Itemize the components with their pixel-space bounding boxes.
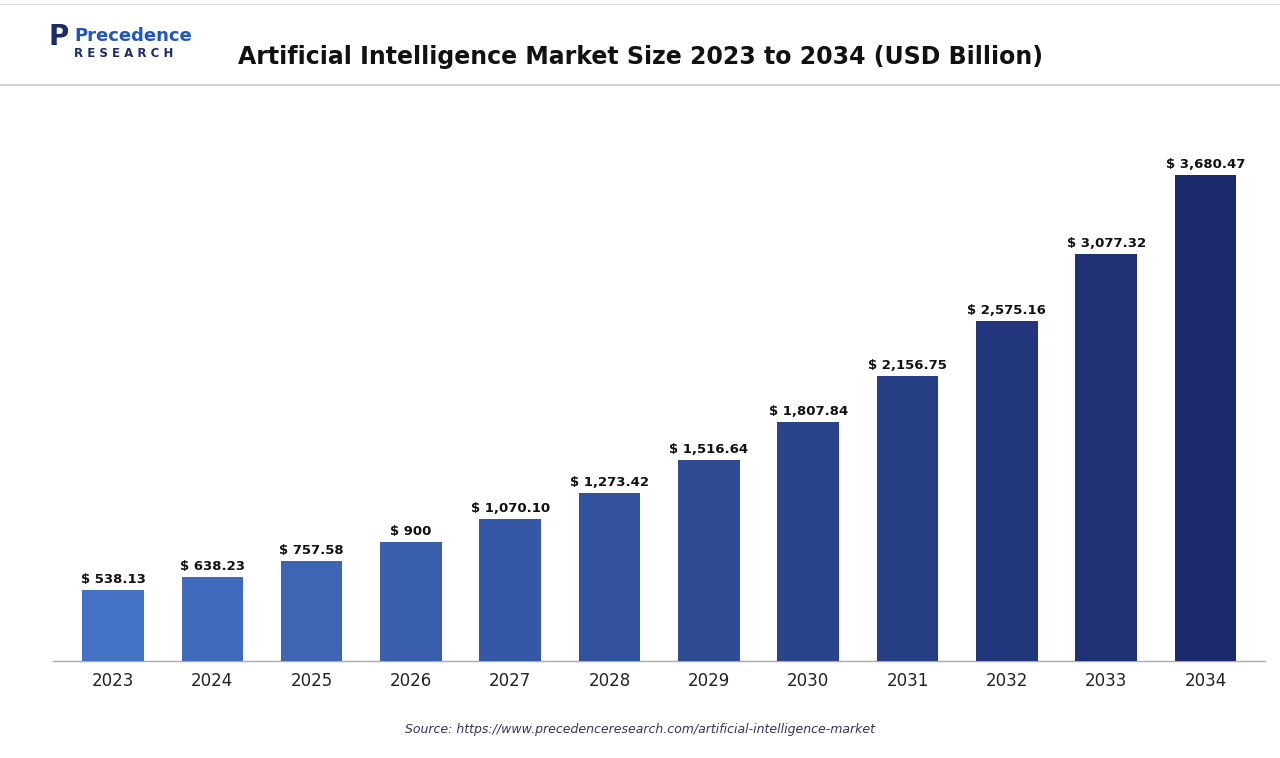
- Bar: [380, 542, 442, 661]
- Text: $ 2,156.75: $ 2,156.75: [868, 359, 947, 372]
- Bar: [1075, 254, 1137, 661]
- Text: $ 757.58: $ 757.58: [279, 543, 344, 557]
- Text: Artificial Intelligence Market Size 2023 to 2034 (USD Billion): Artificial Intelligence Market Size 2023…: [238, 45, 1042, 69]
- Bar: [777, 422, 838, 661]
- Bar: [678, 460, 740, 661]
- Text: $ 1,516.64: $ 1,516.64: [669, 443, 749, 456]
- Bar: [82, 590, 143, 661]
- Text: Source: https://www.precedenceresearch.com/artificial-intelligence-market: Source: https://www.precedenceresearch.c…: [404, 722, 876, 736]
- Text: $ 900: $ 900: [390, 525, 431, 538]
- Bar: [480, 519, 541, 661]
- Bar: [977, 321, 1038, 661]
- Text: $ 1,807.84: $ 1,807.84: [768, 405, 847, 418]
- Bar: [877, 376, 938, 661]
- Text: $ 3,077.32: $ 3,077.32: [1066, 237, 1146, 250]
- Text: $ 3,680.47: $ 3,680.47: [1166, 158, 1245, 171]
- Text: $ 1,070.10: $ 1,070.10: [471, 503, 550, 515]
- Text: $ 538.13: $ 538.13: [81, 573, 146, 586]
- Text: Precedence: Precedence: [74, 27, 192, 45]
- Text: R E S E A R C H: R E S E A R C H: [74, 47, 174, 60]
- Bar: [182, 577, 243, 661]
- Bar: [579, 493, 640, 661]
- Text: P: P: [49, 23, 69, 51]
- Bar: [1175, 174, 1236, 661]
- Text: $ 2,575.16: $ 2,575.16: [968, 304, 1046, 317]
- Text: $ 638.23: $ 638.23: [179, 559, 244, 572]
- Text: $ 1,273.42: $ 1,273.42: [570, 475, 649, 489]
- Bar: [280, 561, 342, 661]
